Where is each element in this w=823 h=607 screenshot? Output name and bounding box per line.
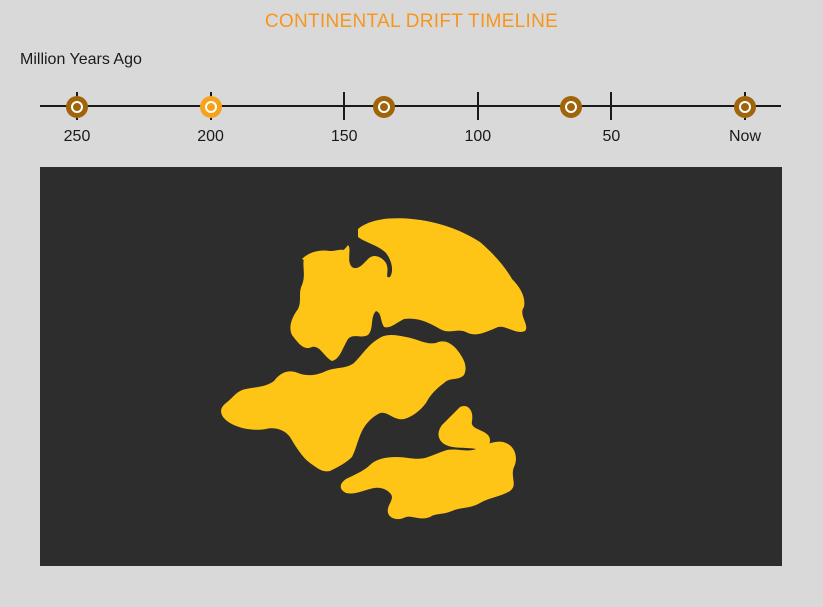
map-panel bbox=[40, 167, 782, 566]
timeline: 250 200 150 100 50 Now bbox=[0, 0, 823, 160]
marker-ring-icon bbox=[378, 101, 391, 113]
timeline-tick-label: 150 bbox=[330, 128, 358, 145]
landmass-north bbox=[290, 218, 527, 361]
timeline-tick-label: Now bbox=[728, 128, 762, 145]
timeline-axis-line bbox=[40, 105, 781, 107]
page-title: CONTINENTAL DRIFT TIMELINE bbox=[264, 11, 559, 32]
landmass bbox=[221, 218, 527, 520]
timeline-tick bbox=[343, 92, 346, 120]
timeline-tick-label: 100 bbox=[464, 128, 492, 145]
timeline-marker[interactable] bbox=[560, 96, 583, 118]
timeline-marker[interactable] bbox=[373, 96, 396, 118]
timeline-tick bbox=[476, 92, 479, 120]
timeline-tick-label: 250 bbox=[63, 128, 91, 145]
timeline-tick-label: 50 bbox=[602, 128, 621, 145]
landmass-northwest-fragment bbox=[302, 249, 346, 262]
marker-ring-icon bbox=[204, 101, 217, 113]
timeline-axis-label: Million Years Ago bbox=[20, 51, 142, 68]
timeline-tick-label: 200 bbox=[197, 128, 224, 145]
timeline-marker-active[interactable] bbox=[199, 96, 222, 118]
marker-ring-icon bbox=[71, 101, 83, 113]
marker-ring-icon bbox=[739, 101, 751, 113]
timeline-tick bbox=[610, 92, 613, 120]
landmass-central bbox=[221, 335, 466, 472]
timeline-marker[interactable] bbox=[734, 96, 756, 118]
landmass-island bbox=[438, 405, 491, 450]
timeline-marker[interactable] bbox=[66, 96, 88, 118]
marker-ring-icon bbox=[565, 101, 578, 113]
pangaea-map bbox=[221, 218, 527, 520]
landmass-south bbox=[340, 441, 516, 520]
